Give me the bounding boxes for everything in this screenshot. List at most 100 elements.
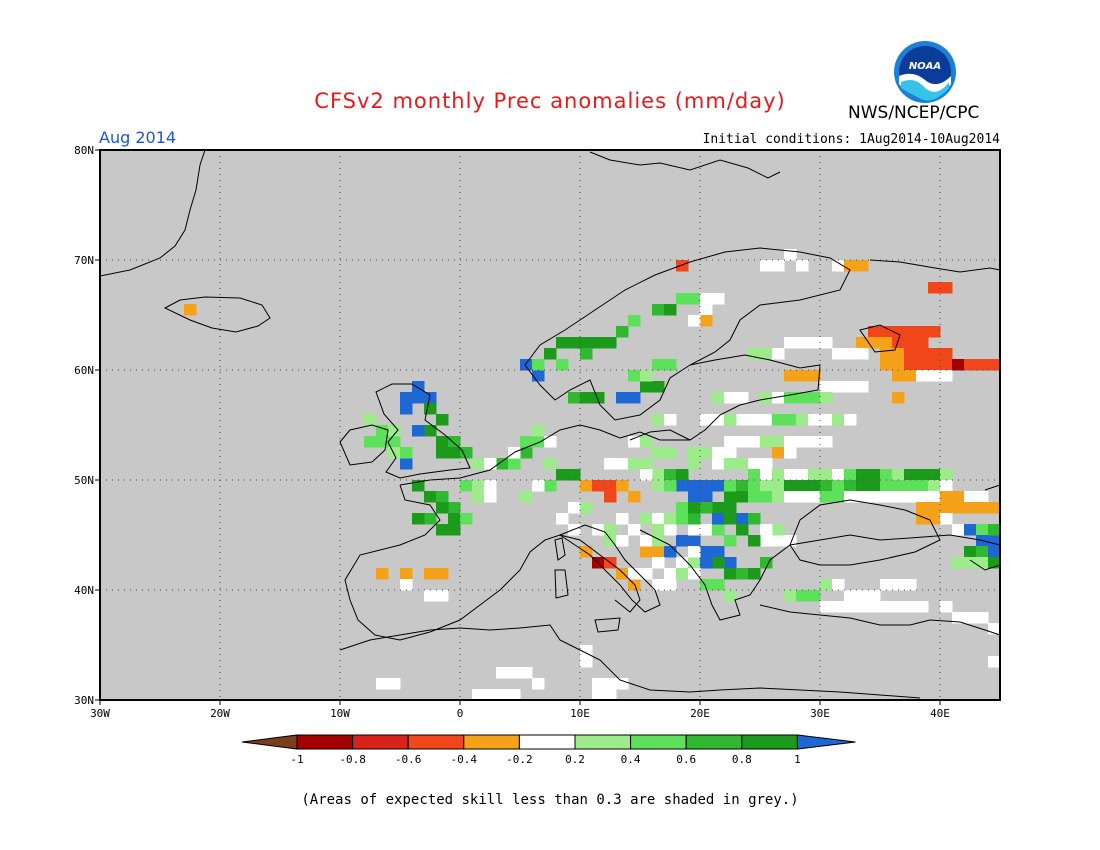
anomaly-cell <box>580 656 593 668</box>
anomaly-cell <box>988 524 1001 536</box>
anomaly-cell <box>436 568 449 580</box>
anomaly-cell <box>844 348 857 360</box>
anomaly-cell <box>808 480 821 492</box>
anomaly-cell <box>412 513 425 525</box>
anomaly-cell <box>724 557 737 569</box>
anomaly-cell <box>820 579 833 591</box>
anomaly-cell <box>508 667 521 679</box>
anomaly-cell <box>604 535 617 547</box>
anomaly-cell <box>724 447 737 459</box>
anomaly-cell <box>628 524 641 536</box>
colorbar-swatch <box>463 734 520 750</box>
coastline-italy <box>558 524 661 613</box>
anomaly-cell <box>784 436 797 448</box>
anomaly-cell <box>820 337 833 349</box>
anomaly-cell <box>688 524 701 536</box>
anomaly-cell <box>568 469 581 481</box>
anomaly-cell <box>472 491 485 503</box>
anomaly-cell <box>388 447 401 459</box>
anomaly-cell <box>856 260 869 272</box>
anomaly-cell <box>664 414 677 426</box>
anomaly-cell <box>796 337 809 349</box>
anomaly-cell <box>616 678 629 690</box>
anomaly-cell <box>964 524 977 536</box>
svg-text:NOAA: NOAA <box>909 61 941 72</box>
anomaly-cell <box>688 447 701 459</box>
lat-tick-label: 50N <box>74 474 94 487</box>
anomaly-cell <box>628 491 641 503</box>
anomaly-cell <box>640 370 653 382</box>
anomaly-cell <box>736 568 749 580</box>
colorbar-high-arrow <box>796 734 856 750</box>
anomaly-cell <box>880 326 893 338</box>
anomaly-cell <box>844 491 857 503</box>
anomaly-cell <box>856 348 869 360</box>
anomaly-cell <box>556 469 569 481</box>
colorbar-label: -0.2 <box>506 753 533 766</box>
anomaly-cell <box>532 480 545 492</box>
anomaly-cell <box>928 370 941 382</box>
anomaly-cell <box>592 337 605 349</box>
anomaly-cell <box>688 480 701 492</box>
anomaly-cell <box>448 436 461 448</box>
anomaly-cell <box>508 689 521 701</box>
anomaly-cell <box>832 480 845 492</box>
anomaly-cell <box>892 480 905 492</box>
anomaly-cell <box>580 480 593 492</box>
anomaly-cell <box>652 359 665 371</box>
colorbar-label: -1 <box>290 753 303 766</box>
anomaly-cell <box>796 491 809 503</box>
anomaly-cell <box>688 502 701 514</box>
anomaly-cell <box>844 601 857 613</box>
anomaly-cell <box>724 502 737 514</box>
anomaly-cell <box>784 535 797 547</box>
anomaly-cell <box>592 678 605 690</box>
anomaly-cell <box>916 359 929 371</box>
anomaly-cell <box>988 359 1001 371</box>
anomaly-cell <box>832 601 845 613</box>
lon-tick-label: 10W <box>330 707 350 720</box>
anomaly-cell <box>472 689 485 701</box>
anomaly-cell <box>736 392 749 404</box>
anomaly-cell <box>832 260 845 272</box>
map-title: CFSv2 monthly Prec anomalies (mm/day) <box>314 89 786 113</box>
anomaly-cell <box>748 348 761 360</box>
anomaly-cell <box>880 348 893 360</box>
anomaly-cell <box>604 337 617 349</box>
anomaly-cell <box>628 370 641 382</box>
anomaly-cell <box>796 392 809 404</box>
anomaly-cell <box>400 447 413 459</box>
anomaly-cell <box>664 480 677 492</box>
anomaly-cell <box>544 348 557 360</box>
anomaly-cell <box>760 557 773 569</box>
anomaly-cell <box>520 447 533 459</box>
anomaly-cell <box>676 260 689 272</box>
anomaly-cell <box>748 480 761 492</box>
anomaly-cell <box>664 546 677 558</box>
anomaly-cell <box>856 491 869 503</box>
anomaly-cell <box>364 436 377 448</box>
anomaly-cell <box>640 458 653 470</box>
anomaly-cell <box>964 502 977 514</box>
anomaly-cell <box>928 348 941 360</box>
coastline-baltic <box>629 354 821 441</box>
anomaly-cell <box>976 524 989 536</box>
anomaly-cell <box>868 480 881 492</box>
anomaly-cell <box>412 381 425 393</box>
anomaly-cell <box>688 513 701 525</box>
anomaly-cell <box>700 414 713 426</box>
anomaly-cell <box>640 535 653 547</box>
anomaly-cell <box>712 447 725 459</box>
lon-tick-label: 40E <box>930 707 950 720</box>
colorbar-label: 1 <box>794 753 801 766</box>
anomaly-cell <box>808 469 821 481</box>
anomaly-cell <box>796 436 809 448</box>
anomaly-cell <box>628 568 641 580</box>
forecast-period: Aug 2014 <box>99 128 177 147</box>
anomaly-cell <box>412 425 425 437</box>
colorbar-swatch <box>352 734 409 750</box>
map-background <box>100 150 1000 700</box>
anomaly-cell <box>820 469 833 481</box>
anomaly-cell <box>916 370 929 382</box>
anomaly-cell <box>784 480 797 492</box>
